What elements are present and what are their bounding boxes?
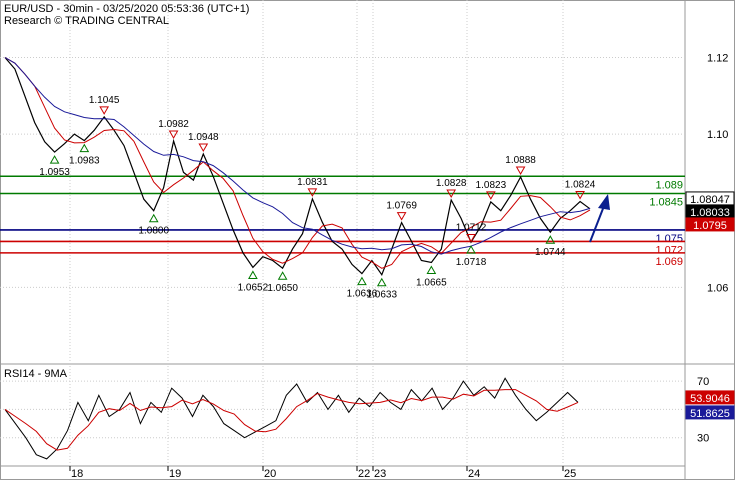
- ma-fast-line: [4, 57, 591, 269]
- trough-label: 1.0718: [456, 257, 487, 268]
- trough-marker: [248, 270, 258, 279]
- time-label: 20: [264, 468, 276, 480]
- peak-label: 1.0982: [158, 119, 189, 130]
- peak-marker: [446, 189, 457, 199]
- peak-marker: [575, 191, 585, 200]
- trough-label: 1.0800: [138, 226, 169, 237]
- price-tag-label: 1.0795: [693, 220, 727, 232]
- price-tick-label: 1.06: [707, 282, 728, 294]
- peak-label: 1.0712: [456, 222, 487, 233]
- peak-label: 1.1045: [89, 95, 120, 106]
- trough-label: 1.0652: [238, 282, 269, 293]
- rsi-series: [4, 377, 579, 460]
- rsi-line: [4, 377, 579, 460]
- trough-marker: [376, 277, 387, 287]
- peak-marker: [515, 166, 526, 176]
- peak-marker: [198, 143, 209, 153]
- rsi-tick-label: 70: [697, 376, 709, 388]
- price-tag-box: [685, 217, 735, 232]
- level-label: 1.0845: [649, 196, 683, 208]
- trough-marker: [49, 155, 60, 164]
- peak-label: 1.0828: [436, 178, 467, 189]
- level-label: 1.089: [655, 179, 683, 191]
- trough-label: 1.0665: [416, 277, 447, 288]
- trough-label: 1.0650: [267, 283, 298, 294]
- peak-label: 1.0888: [505, 155, 536, 166]
- chart-title: EUR/USD - 30min - 03/25/2020 05:53:36 (U…: [4, 3, 249, 15]
- rsi-ma-line: [4, 389, 579, 451]
- time-label: 24: [468, 468, 480, 480]
- level-label: 1.075: [655, 233, 683, 245]
- ma-slow-line: [4, 57, 591, 255]
- rsi-title: RSI14 - 9MA: [4, 368, 68, 380]
- price-tag-label: 1.08047: [690, 194, 730, 206]
- grid: [0, 0, 685, 466]
- trough-marker: [357, 276, 367, 286]
- rsi-tick-label: 30: [697, 433, 709, 445]
- price-line: [4, 57, 591, 276]
- time-label: 25: [564, 468, 576, 480]
- trough-marker: [466, 245, 476, 254]
- peak-marker: [396, 212, 407, 221]
- forecast-arrow-icon: [589, 194, 610, 243]
- trough-marker: [426, 265, 437, 274]
- peak-label: 1.0948: [188, 132, 219, 143]
- peak-marker: [466, 233, 476, 243]
- peak-marker: [307, 188, 318, 197]
- peak-marker: [168, 130, 179, 140]
- peak-label: 1.0823: [476, 180, 507, 191]
- trough-label: 1.0983: [69, 156, 100, 167]
- trough-marker: [277, 271, 288, 280]
- time-label: 23: [374, 468, 386, 480]
- trough-label: 1.0636: [347, 289, 378, 300]
- chart-subtitle: Research © TRADING CENTRAL: [4, 15, 169, 27]
- time-label: 19: [169, 468, 181, 480]
- level-label: 1.069: [655, 256, 683, 268]
- trough-label: 1.0744: [535, 247, 566, 258]
- trough-marker: [148, 213, 159, 223]
- price-series: [4, 57, 591, 276]
- price-tick-label: 1.12: [707, 52, 728, 64]
- trough-marker: [545, 235, 556, 244]
- trough-marker: [79, 143, 90, 153]
- level-label: 1.072: [655, 244, 683, 256]
- trough-label: 1.0953: [39, 167, 70, 178]
- price-tick-label: 1.10: [707, 129, 728, 141]
- peak-marker: [485, 191, 496, 200]
- time-label: 18: [71, 468, 83, 480]
- peak-label: 1.0824: [565, 180, 596, 191]
- time-label: 22: [358, 468, 370, 480]
- peak-label: 1.0831: [297, 177, 328, 188]
- rsi-tag-label: 51.8625: [690, 408, 730, 420]
- price-tag-label: 1.08033: [690, 207, 730, 219]
- peak-marker: [99, 106, 110, 115]
- peak-label: 1.0769: [386, 201, 417, 212]
- rsi-tag-label: 53.9046: [690, 393, 730, 405]
- swing-markers: 1.1045 1.0982 1.0948 1.0831 1.0769 1.0712 1.08…: [39, 95, 596, 301]
- rsi-tag-box: [685, 390, 735, 405]
- trough-label: 1.0633: [366, 290, 397, 301]
- rsi-tag-box: [685, 405, 735, 420]
